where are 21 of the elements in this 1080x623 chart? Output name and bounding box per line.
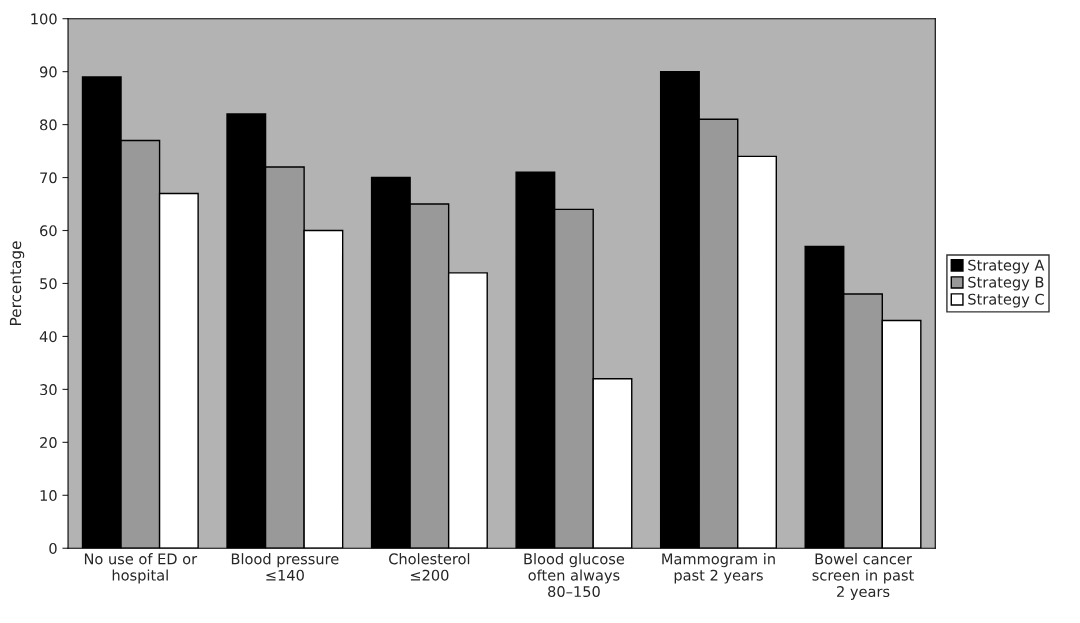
x-tick-label: Bowel cancer screen in past 2 years xyxy=(812,553,914,600)
x-tick-label: Mammogram in past 2 years xyxy=(662,553,775,584)
y-axis-title: Percentage xyxy=(9,241,25,325)
y-tick-label: 80 xyxy=(40,119,57,131)
x-tick-label: Blood pressure ≤140 xyxy=(231,553,339,581)
y-tick-label: 20 xyxy=(40,437,57,449)
legend-label: Strategy C xyxy=(968,293,1044,308)
legend-label: Strategy A xyxy=(968,259,1045,274)
x-tick-label: Cholesterol ≤200 xyxy=(389,553,470,581)
y-tick-label: 10 xyxy=(40,490,57,502)
y-tick-label: 30 xyxy=(40,384,57,396)
y-tick-label: 50 xyxy=(40,278,57,290)
y-tick-label: 60 xyxy=(40,225,57,237)
x-tick-label: Blood glucose often always 80–150 xyxy=(524,553,625,598)
y-tick-label: 70 xyxy=(40,172,57,184)
x-tick-label: No use of ED or hospital xyxy=(84,553,198,584)
y-tick-label: 100 xyxy=(31,13,57,25)
y-tick-label: 0 xyxy=(49,542,57,554)
legend-label: Strategy B xyxy=(968,276,1044,291)
y-tick-label: 40 xyxy=(39,331,57,343)
y-tick-label: 90 xyxy=(39,66,57,78)
